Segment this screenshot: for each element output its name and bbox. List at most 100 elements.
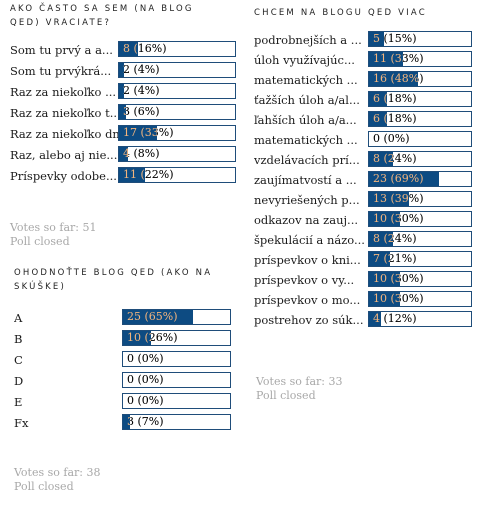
poll-option-label: matematických ... <box>254 133 358 147</box>
result-value: 0 (0%) <box>127 352 164 365</box>
poll-option-row: postrehov zo súk... 4 (12%) <box>254 310 472 330</box>
poll-status: Poll closed <box>14 480 74 493</box>
poll-title: AKO ČASTO SA SEM (NA BLOG QED) VRACIATE? <box>10 4 194 28</box>
poll-option-label: vzdelávacích prí... <box>254 153 360 167</box>
poll-option-row: Fx 3 (7%) <box>14 413 231 433</box>
poll-option-row: odkazov na zauj... 10 (30%) <box>254 210 472 230</box>
poll-option-label: matematických ... <box>254 73 358 87</box>
poll-option-row: Som tu prvý a a... 8 (16%) <box>10 40 236 60</box>
result-bar-fill <box>369 252 391 266</box>
result-value: 16 (48%) <box>373 72 424 85</box>
poll-option-label: zaujímatvostí a ... <box>254 173 357 187</box>
poll-option-label: Raz za niekoľko ... <box>10 85 117 99</box>
result-bar: 10 (30%) <box>368 291 472 307</box>
poll-option-row: podrobnejších a ... 5 (15%) <box>254 30 472 50</box>
result-bar: 0 (0%) <box>122 372 231 388</box>
result-bar: 25 (65%) <box>122 309 231 325</box>
poll-option-row: ťažších úloh a/al... 6 (18%) <box>254 90 472 110</box>
result-bar: 3 (7%) <box>122 414 231 430</box>
poll-option-label: ľahších úloh a/a... <box>254 113 357 127</box>
result-bar-fill <box>369 152 394 166</box>
result-bar-fill <box>119 168 145 182</box>
poll-option-label: špekulácií a názo... <box>254 233 364 247</box>
result-bar: 17 (33%) <box>118 125 236 141</box>
poll-option-row: vzdelávacích prí... 8 (24%) <box>254 150 472 170</box>
poll-option-row: D 0 (0%) <box>14 371 231 391</box>
result-value: 17 (33%) <box>123 126 174 139</box>
poll-option-row: Príspevky odobe... 11 (22%) <box>10 166 236 186</box>
poll-option-row: príspevkov o vy... 10 (30%) <box>254 270 472 290</box>
poll-option-row: špekulácií a názo... 8 (24%) <box>254 230 472 250</box>
result-bar-fill <box>119 42 138 56</box>
poll-want-more: CHCEM NA BLOGU QED VIAC podrobnejších a … <box>254 6 476 406</box>
votes-count: Votes so far: 33 <box>256 375 343 388</box>
result-bar-fill <box>119 105 126 119</box>
result-value: 23 (69%) <box>373 172 424 185</box>
result-bar: 8 (16%) <box>118 41 236 57</box>
result-bar-fill <box>369 232 394 246</box>
poll-option-label: odkazov na zauj... <box>254 213 359 227</box>
result-bar: 10 (30%) <box>368 211 472 227</box>
result-bar: 0 (0%) <box>122 393 231 409</box>
result-bar: 0 (0%) <box>368 131 472 147</box>
poll-status: Poll closed <box>256 389 316 402</box>
result-value: 6 (18%) <box>373 92 417 105</box>
result-bar-fill <box>369 92 388 106</box>
result-bar: 8 (24%) <box>368 151 472 167</box>
result-value: 10 (30%) <box>373 272 424 285</box>
result-bar-fill <box>369 292 400 306</box>
poll-status: Poll closed <box>10 235 70 248</box>
result-bar: 13 (39%) <box>368 191 472 207</box>
poll-option-label: postrehov zo súk... <box>254 313 364 327</box>
result-value: 4 (12%) <box>373 312 417 325</box>
result-bar: 5 (15%) <box>368 31 472 47</box>
result-bar: 16 (48%) <box>368 71 472 87</box>
result-value: 11 (22%) <box>123 168 174 181</box>
result-value: 7 (21%) <box>373 252 417 265</box>
poll-option-label: B <box>14 332 23 346</box>
result-bar: 8 (24%) <box>368 231 472 247</box>
poll-option-row: matematických ... 16 (48%) <box>254 70 472 90</box>
result-bar-fill <box>119 147 129 161</box>
result-bar: 6 (18%) <box>368 91 472 107</box>
result-bar: 2 (4%) <box>118 62 236 78</box>
poll-option-label: príspevkov o kni... <box>254 253 361 267</box>
result-bar: 4 (12%) <box>368 311 472 327</box>
result-value: 10 (30%) <box>373 212 424 225</box>
poll-option-row: matematických ... 0 (0%) <box>254 130 472 150</box>
result-bar: 6 (18%) <box>368 111 472 127</box>
result-bar-fill <box>369 172 440 186</box>
result-bar: 2 (4%) <box>118 83 236 99</box>
result-value: 10 (26%) <box>127 331 178 344</box>
poll-option-row: príspevkov o mo... 10 (30%) <box>254 290 472 310</box>
poll-option-row: úloh využívajúc... 11 (33%) <box>254 50 472 70</box>
poll-option-row: nevyriešených p... 13 (39%) <box>254 190 472 210</box>
poll-option-label: E <box>14 395 23 409</box>
poll-option-label: úloh využívajúc... <box>254 53 355 67</box>
result-bar: 23 (69%) <box>368 171 472 187</box>
result-bar-fill <box>119 63 124 77</box>
poll-option-row: Som tu prvýkrá... 2 (4%) <box>10 61 236 81</box>
result-bar-fill <box>369 192 409 206</box>
result-value: 2 (4%) <box>123 63 160 76</box>
result-value: 10 (30%) <box>373 292 424 305</box>
poll-option-label: Raz za niekoľko t... <box>10 106 118 120</box>
result-bar: 7 (21%) <box>368 251 472 267</box>
result-value: 5 (15%) <box>373 32 417 45</box>
result-bar-fill <box>123 415 131 429</box>
poll-option-label: Som tu prvý a a... <box>10 43 113 57</box>
votes-count: Votes so far: 51 <box>10 221 97 234</box>
poll-option-row: Raz, alebo aj nie... 4 (8%) <box>10 145 236 165</box>
result-value: 2 (4%) <box>123 84 160 97</box>
poll-option-label: Fx <box>14 416 29 430</box>
result-bar-fill <box>123 331 151 345</box>
poll-option-row: Raz za niekoľko ... 2 (4%) <box>10 82 236 102</box>
result-bar: 11 (22%) <box>118 167 236 183</box>
result-value: 0 (0%) <box>127 373 164 386</box>
poll-option-label: Raz za niekoľko dní <box>10 127 118 141</box>
poll-option-row: A 25 (65%) <box>14 308 231 328</box>
poll-option-row: C 0 (0%) <box>14 350 231 370</box>
result-bar-fill <box>369 72 418 86</box>
poll-option-row: Raz za niekoľko t... 3 (6%) <box>10 103 236 123</box>
result-bar-fill <box>369 212 400 226</box>
